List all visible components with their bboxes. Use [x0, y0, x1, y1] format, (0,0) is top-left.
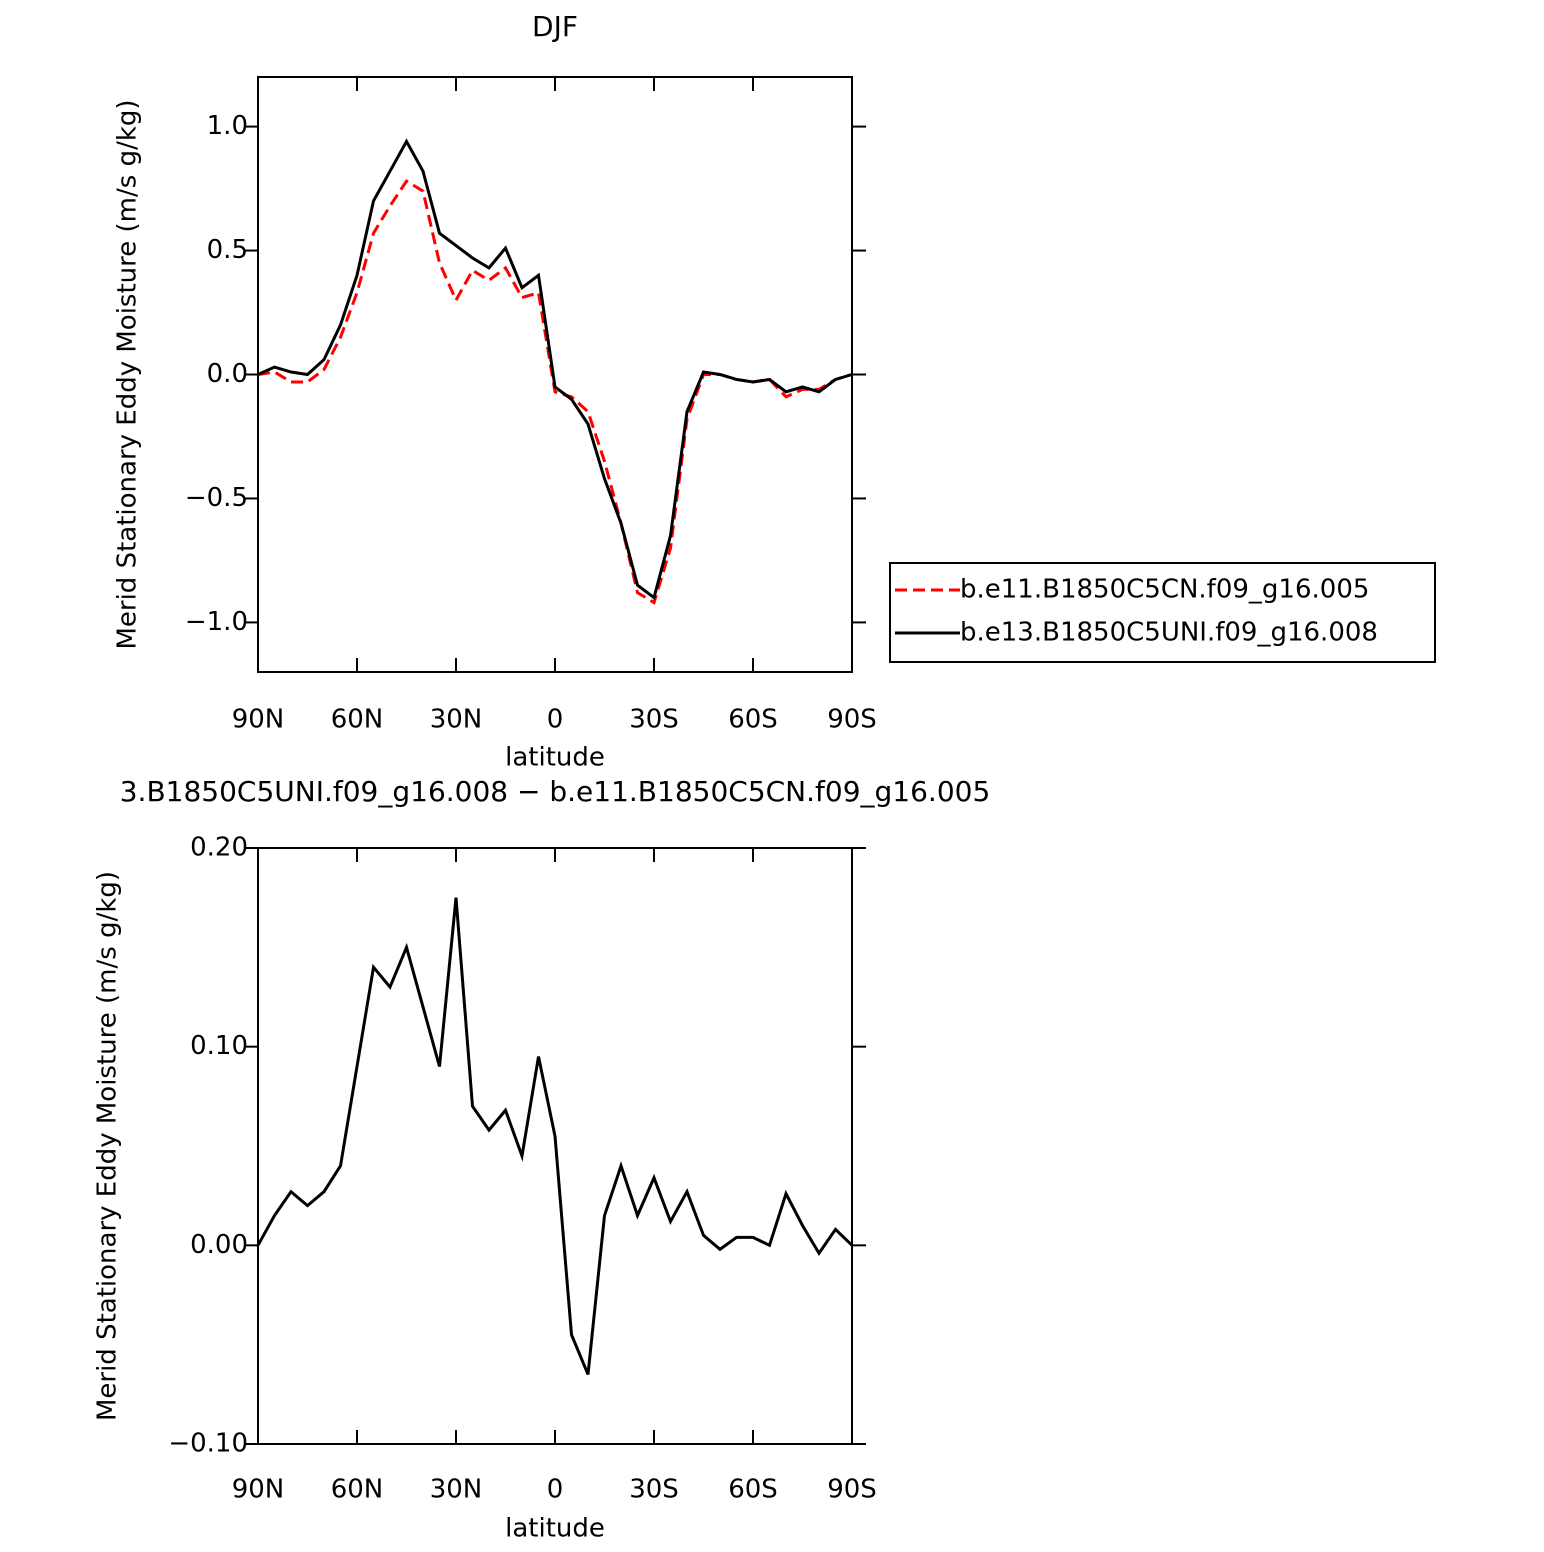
data-line [257, 179, 853, 605]
y-tick-label: −0.5 [185, 483, 248, 513]
x-tick-label: 30N [430, 1475, 483, 1505]
chart-title: DJF [532, 10, 578, 43]
x-tick-label: 30S [629, 1475, 679, 1505]
x-tick-label: 60S [728, 1475, 778, 1505]
y-tick-label: 0.5 [207, 235, 248, 265]
y-tick-label: 0.10 [190, 1031, 248, 1061]
x-axis-label: latitude [505, 1514, 605, 1544]
x-tick-label: 90S [827, 1475, 877, 1505]
y-tick-label: −0.10 [168, 1429, 248, 1459]
x-tick-label: 60N [331, 1475, 384, 1505]
x-tick-label: 30N [430, 705, 483, 735]
chart-title: 3.B1850C5UNI.f09_g16.008 − b.e11.B1850C5… [120, 775, 991, 808]
y-axis-label: Merid Stationary Eddy Moisture (m/s g/kg… [93, 871, 123, 1421]
y-tick-label: −1.0 [185, 607, 248, 637]
x-tick-label: 0 [547, 1475, 564, 1505]
data-line [257, 138, 853, 601]
x-tick-label: 90N [232, 1475, 285, 1505]
x-tick-label: 0 [547, 705, 564, 735]
x-tick-label: 60S [728, 705, 778, 735]
legend-box [889, 562, 1436, 663]
y-tick-label: 0.00 [190, 1230, 248, 1260]
y-tick-label: 0.0 [207, 359, 248, 389]
x-tick-label: 30S [629, 705, 679, 735]
x-tick-label: 90S [827, 705, 877, 735]
plot-frame [257, 847, 853, 1445]
y-tick-label: 1.0 [207, 111, 248, 141]
legend-label: b.e13.B1850C5UNI.f09_g16.008 [960, 618, 1378, 648]
legend-label: b.e11.B1850C5CN.f09_g16.005 [960, 575, 1369, 605]
y-tick-label: 0.20 [190, 833, 248, 863]
data-line [256, 897, 854, 1376]
x-axis-label: latitude [505, 743, 605, 773]
x-tick-label: 60N [331, 705, 384, 735]
x-tick-label: 90N [232, 705, 285, 735]
plot-frame [257, 76, 853, 673]
y-axis-label: Merid Stationary Eddy Moisture (m/s g/kg… [113, 99, 143, 649]
